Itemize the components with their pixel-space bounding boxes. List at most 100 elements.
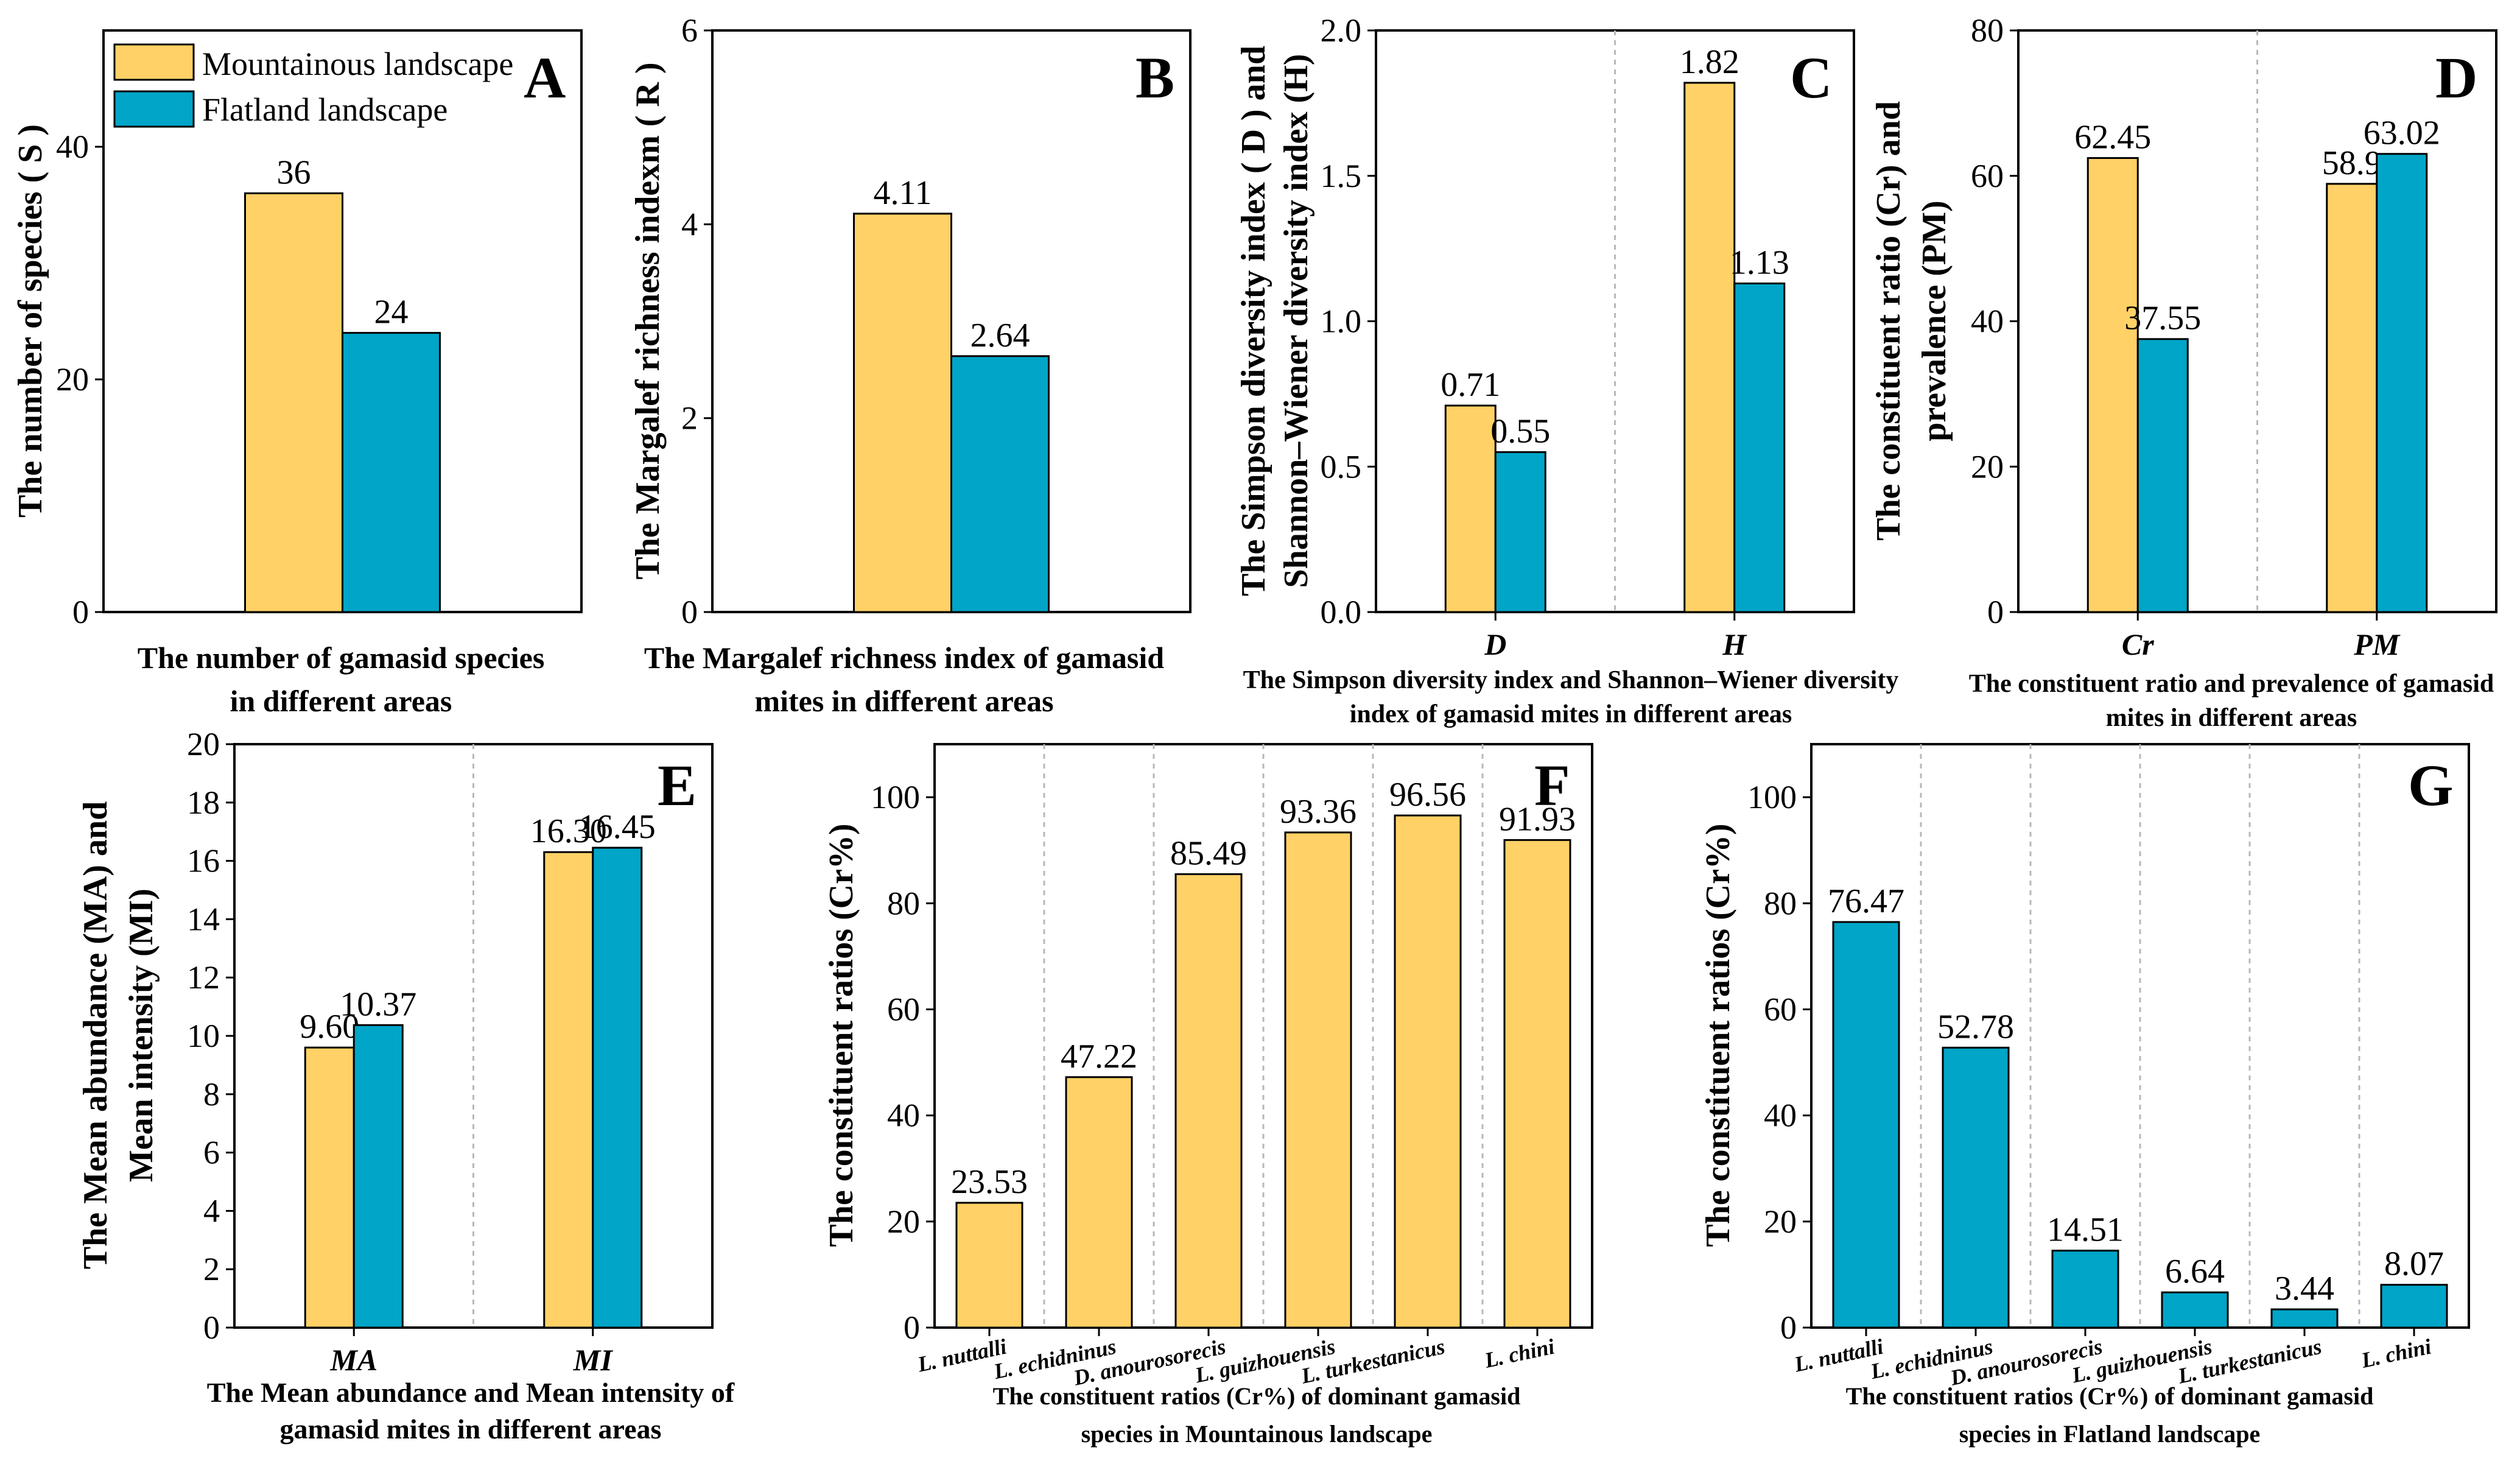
data-label: 58.9 — [2322, 144, 2382, 182]
y-tick-label: 0 — [72, 594, 89, 630]
y-tick-label: 0 — [904, 1309, 920, 1346]
x-category-label: Cr — [2122, 627, 2154, 661]
y-tick-label: 20 — [1971, 448, 2004, 485]
data-label: 47.22 — [1061, 1038, 1137, 1075]
data-label: 10.37 — [340, 985, 416, 1023]
y-axis-title: The Margalef richness indexm ( R ) — [629, 62, 667, 579]
y-tick-label: 0.5 — [1321, 448, 1362, 485]
data-label: 36 — [277, 153, 311, 191]
y-tick-label: 10 — [187, 1018, 220, 1054]
data-label: 1.13 — [1730, 244, 1789, 281]
y-tick-label: 16 — [187, 843, 220, 879]
x-axis-title-line-1: The Mean abundance and Mean intensity of — [207, 1377, 735, 1408]
y-tick-label: 6 — [203, 1135, 220, 1171]
data-label: 96.56 — [1389, 776, 1466, 814]
legend-label-mountainous: Mountainous landscape — [202, 46, 513, 82]
data-label: 85.49 — [1170, 834, 1247, 872]
y-axis-title-line-2: prevalence (PM) — [1915, 200, 1953, 441]
x-category-label: PM — [2353, 627, 2401, 661]
x-category-label: MA — [329, 1343, 377, 1377]
data-label: 76.47 — [1828, 882, 1904, 920]
y-axis-title-line-2: Shannon–Wiener diversity index (H) — [1277, 54, 1315, 588]
y-axis-title-line-1: The constituent ratio (Cr) and — [1870, 101, 1908, 541]
y-tick-label: 8 — [203, 1076, 220, 1113]
y-tick-label: 0 — [1780, 1309, 1797, 1346]
y-tick-label: 6 — [681, 12, 698, 49]
panel-label: B — [1135, 45, 1174, 110]
bar — [1394, 814, 1462, 1329]
data-label: 14.51 — [2047, 1211, 2124, 1249]
data-label: 91.93 — [1499, 800, 1576, 838]
x-axis-title-line-1: The Margalef richness index of gamasid — [644, 641, 1164, 675]
y-tick-label: 1.5 — [1321, 158, 1362, 194]
panel-label: E — [658, 753, 697, 818]
x-axis-title-line-1: The constituent ratio and prevalence of … — [1969, 670, 2494, 698]
y-tick-label: 0 — [203, 1309, 220, 1346]
panel-label: D — [2435, 45, 2477, 110]
panel-b: B The Margalef richness indexm ( R ) The… — [629, 12, 1192, 718]
data-label: 3.44 — [2275, 1270, 2334, 1307]
data-label: 23.53 — [951, 1163, 1028, 1201]
y-axis-title-line-2: Mean intensity (MI) — [122, 889, 160, 1182]
x-category-label: D — [1484, 627, 1506, 661]
x-axis-title-line-1: The constituent ratios (Cr%) of dominant… — [993, 1382, 1521, 1410]
bar — [853, 213, 952, 613]
legend-swatch-flatland — [113, 90, 195, 128]
y-tick-label: 1.0 — [1321, 303, 1362, 340]
plot-frame — [1810, 743, 2470, 1329]
x-axis-title-line-1: The Simpson diversity index and Shannon–… — [1243, 666, 1899, 694]
bar — [2087, 157, 2139, 613]
y-tick-label: 80 — [1764, 885, 1797, 921]
y-tick-label: 40 — [1764, 1097, 1797, 1134]
y-tick-label: 4 — [203, 1192, 220, 1229]
y-tick-label: 40 — [56, 128, 89, 165]
x-axis-title-line-2: in different areas — [230, 684, 452, 718]
data-label: 0.71 — [1441, 366, 1500, 404]
data-label: 0.55 — [1490, 412, 1550, 450]
data-label: 52.78 — [1937, 1008, 2014, 1046]
data-label: 62.45 — [2074, 119, 2151, 157]
data-label: 8.07 — [2384, 1245, 2444, 1283]
y-tick-label: 80 — [1971, 12, 2004, 49]
x-axis-title-line-2: mites in different areas — [754, 684, 1053, 718]
x-axis-title-line-2: index of gamasid mites in different area… — [1350, 700, 1792, 728]
x-axis-title-line-1: The constituent ratios (Cr%) of dominant… — [1846, 1382, 2374, 1410]
bar — [1284, 831, 1352, 1329]
panel-f: F The constituent ratios (Cr%) The const… — [823, 743, 1593, 1448]
data-label: 16.30 — [530, 812, 607, 850]
x-axis-title-line-2: species in Flatland landscape — [1959, 1420, 2261, 1448]
bar — [2161, 1291, 2229, 1329]
bar — [1494, 451, 1546, 613]
data-label: 24 — [374, 294, 409, 331]
x-axis-title-line-2: species in Mountainous landscape — [1081, 1420, 1433, 1448]
y-tick-label: 0 — [681, 594, 698, 630]
y-tick-label: 40 — [1971, 303, 2004, 340]
y-axis-title: The number of species ( S ) — [12, 124, 49, 518]
legend: Mountainous landscape Flatland landscape — [113, 43, 513, 128]
data-label: 16.45 — [579, 808, 656, 846]
bar — [2136, 338, 2189, 613]
bar — [2270, 1308, 2339, 1329]
bar — [1942, 1046, 2010, 1329]
y-axis-title: The constituent ratios (Cr%) — [1699, 823, 1737, 1247]
y-tick-label: 18 — [187, 784, 220, 821]
y-tick-label: 60 — [1764, 991, 1797, 1027]
panel-label: F — [1534, 753, 1570, 818]
data-label: 6.64 — [2165, 1253, 2225, 1290]
y-tick-label: 100 — [1747, 779, 1797, 815]
y-tick-label: 2.0 — [1321, 12, 1362, 49]
bar — [1683, 82, 1736, 613]
panel-a: A The number of species ( S ) The number… — [12, 29, 583, 718]
panel-e: E The Mean abundance (MA) and Mean inten… — [77, 726, 735, 1445]
y-tick-label: 60 — [1971, 158, 2004, 194]
panel-label: G — [2408, 753, 2454, 818]
x-category-label: H — [1722, 627, 1747, 661]
data-label: 9.60 — [300, 1008, 359, 1046]
bar — [2051, 1250, 2119, 1329]
bar — [2376, 153, 2428, 613]
x-category-label: L. chini — [2359, 1334, 2434, 1373]
bar — [244, 192, 343, 613]
x-axis-title-line-2: mites in different areas — [2106, 704, 2357, 732]
bar — [955, 1202, 1023, 1329]
